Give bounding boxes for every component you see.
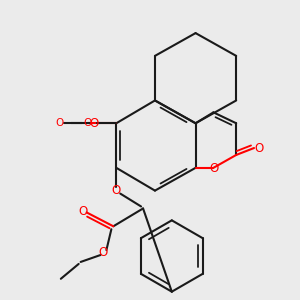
Text: O: O: [83, 118, 92, 128]
Text: O: O: [112, 184, 121, 197]
Text: O: O: [254, 142, 264, 154]
Text: O: O: [78, 205, 87, 218]
Text: O: O: [99, 245, 108, 259]
Text: O: O: [89, 117, 98, 130]
Text: O: O: [210, 162, 219, 175]
Text: O: O: [56, 118, 64, 128]
